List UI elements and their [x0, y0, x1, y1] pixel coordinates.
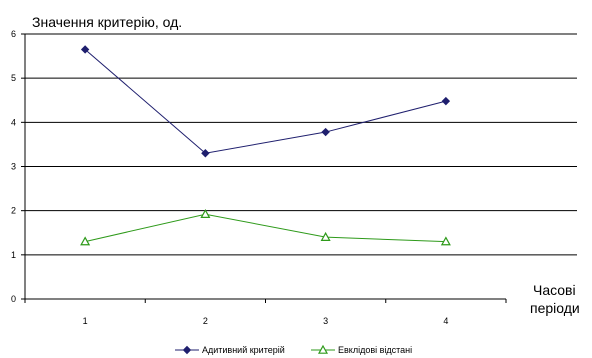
y-tick-label: 3 — [11, 162, 16, 172]
data-point — [80, 45, 90, 54]
data-point — [441, 96, 451, 106]
legend-label: Адитивний критерій — [202, 345, 285, 355]
series-2 — [80, 208, 451, 246]
y-tick-label: 1 — [11, 250, 16, 260]
data-point — [320, 231, 331, 241]
series-line-2 — [85, 213, 446, 243]
series-line-1 — [84, 49, 446, 154]
y-tick-label: 0 — [11, 294, 16, 304]
data-point — [200, 208, 211, 218]
legend-item-2: Евклідові відстані — [311, 344, 412, 355]
x-axis-label-line1: Часові — [533, 282, 576, 298]
data-point — [201, 149, 210, 158]
x-axis-label-line2: періоди — [530, 300, 580, 316]
data-point — [80, 236, 91, 246]
x-tick-label: 4 — [443, 316, 448, 326]
legend-item-1: Адитивний критерій — [175, 345, 285, 355]
y-axis-label: Значення критерію, од. — [32, 14, 182, 30]
data-point — [321, 127, 330, 137]
y-ticks: 0 1 2 3 4 5 6 — [11, 29, 25, 304]
x-ticks: 1 2 3 4 — [24, 299, 507, 326]
x-tick-label: 1 — [83, 316, 88, 326]
legend-swatch-marker — [317, 344, 329, 354]
legend-swatch-marker — [182, 345, 192, 355]
y-tick-label: 6 — [11, 29, 16, 39]
y-tick-label: 5 — [11, 73, 16, 83]
gridlines — [25, 33, 577, 256]
x-tick-label: 3 — [323, 316, 328, 326]
x-tick-label: 2 — [203, 316, 208, 326]
y-tick-label: 4 — [11, 117, 16, 127]
y-tick-label: 2 — [11, 206, 16, 216]
data-point — [440, 236, 451, 246]
series-1 — [80, 45, 451, 158]
series-group — [80, 45, 451, 246]
legend-label: Евклідові відстані — [338, 345, 412, 355]
legend: Адитивний критерій Евклідові відстані — [175, 344, 412, 355]
